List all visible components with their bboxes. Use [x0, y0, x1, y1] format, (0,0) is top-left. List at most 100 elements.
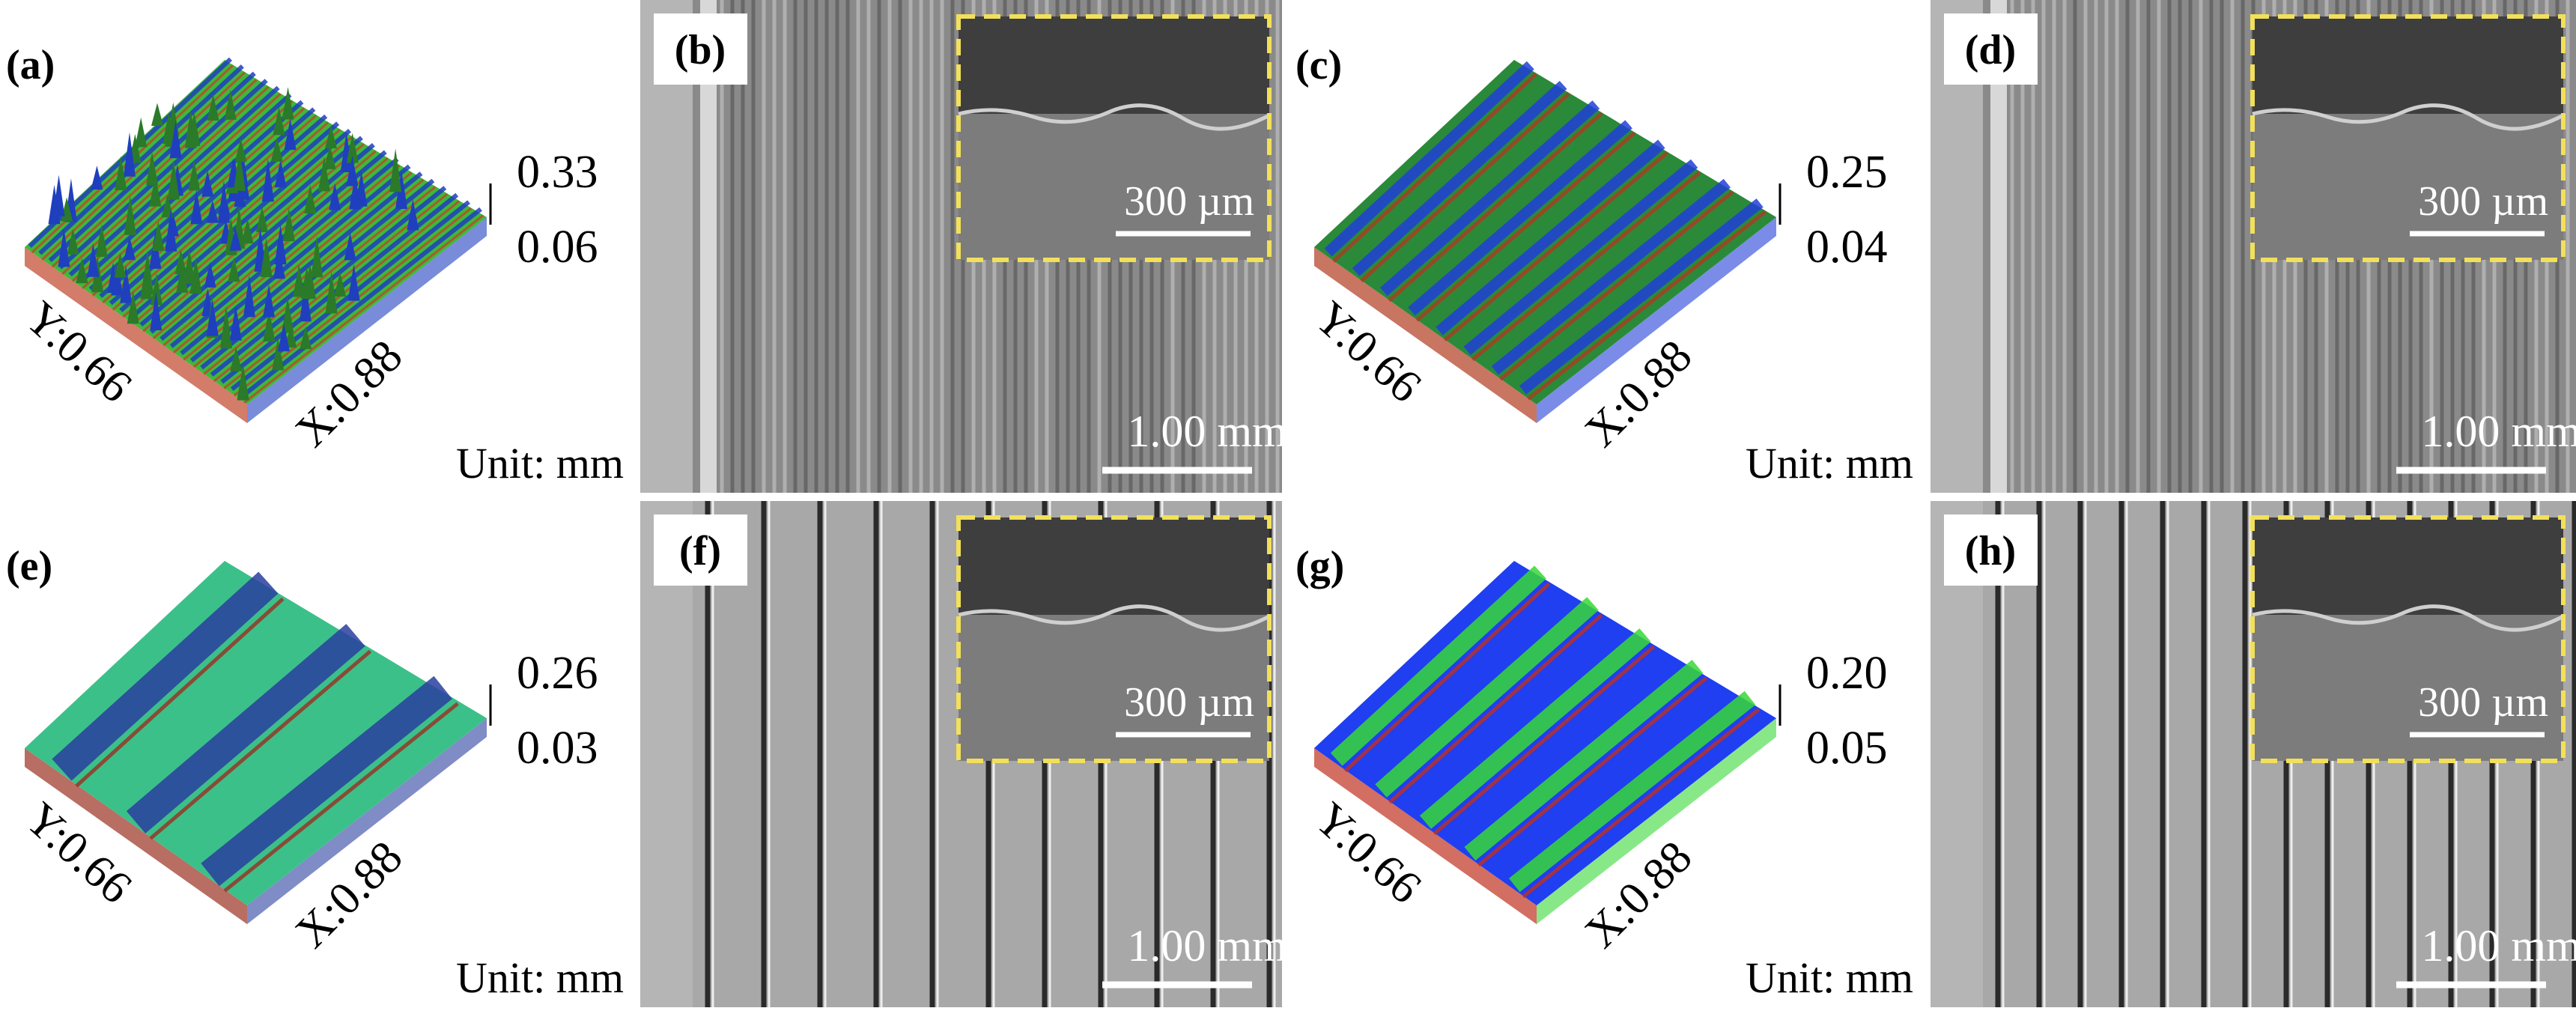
peak: [115, 156, 127, 190]
peak: [230, 347, 243, 371]
ridge: [1375, 597, 1599, 798]
peak: [150, 291, 162, 331]
peak: [184, 110, 197, 148]
peak: [165, 208, 177, 252]
inset-edge: [2252, 103, 2565, 131]
peak: [282, 297, 294, 333]
peak: [274, 160, 287, 188]
surface-side: [1314, 247, 1537, 423]
peak: [174, 249, 187, 275]
peak: [169, 120, 182, 159]
peak: [189, 257, 202, 294]
groove: [162, 157, 389, 347]
peak: [206, 200, 219, 223]
peak: [237, 363, 249, 401]
groove: [203, 186, 437, 375]
ridge: [1519, 198, 1764, 395]
peak: [282, 87, 294, 120]
groove: [82, 100, 294, 290]
peak: [151, 273, 163, 306]
ridge: [52, 571, 279, 781]
peak: [300, 326, 312, 350]
label-box: [654, 13, 747, 85]
peak: [272, 338, 285, 371]
surface-side: [1537, 718, 1776, 924]
peak: [344, 232, 356, 261]
groove: [1415, 131, 1636, 322]
peak: [300, 266, 313, 299]
peak: [318, 157, 330, 192]
unit: Unit: mm: [456, 953, 624, 1002]
groove: [183, 171, 413, 361]
surface-side: [247, 718, 487, 924]
label: (e): [6, 543, 52, 589]
peak: [140, 259, 153, 300]
groove: [1443, 151, 1668, 341]
inset-dark: [2253, 16, 2563, 114]
surface-side: [1537, 217, 1776, 423]
ridge: [210, 186, 447, 377]
ridge: [1491, 178, 1731, 375]
peak: [311, 235, 323, 278]
inset-scale-text: 300 µm: [2418, 679, 2548, 726]
peak: [135, 117, 148, 148]
ridge: [1330, 565, 1546, 766]
ridge: [201, 675, 452, 887]
ridge: [1324, 61, 1534, 257]
ridge: [1436, 139, 1665, 336]
groove: [132, 136, 353, 325]
peak: [263, 308, 276, 342]
peak: [167, 160, 180, 200]
peak: [324, 125, 337, 149]
peak: [120, 265, 133, 303]
groove: [1471, 171, 1701, 362]
peak: [229, 305, 242, 341]
groove: [1360, 92, 1570, 283]
peak: [277, 323, 290, 352]
peak: [256, 207, 269, 232]
groove: [1499, 190, 1734, 381]
label: (a): [6, 42, 55, 88]
z-min: 0.04: [1806, 222, 1888, 273]
inset-dark: [959, 517, 1269, 615]
peak: [76, 258, 88, 284]
peak: [219, 306, 232, 349]
unit: Unit: mm: [1746, 439, 1913, 488]
peak: [347, 264, 360, 301]
peak: [228, 257, 240, 282]
z-min: 0.06: [517, 222, 598, 273]
ridge: [1352, 80, 1567, 276]
ridge: [189, 171, 423, 362]
surface-side: [247, 217, 487, 423]
peak: [149, 174, 162, 207]
peak: [329, 183, 341, 210]
peak: [270, 137, 283, 162]
z-min: 0.03: [517, 723, 598, 774]
label: (g): [1295, 543, 1344, 589]
peak: [395, 169, 408, 209]
peak: [299, 282, 312, 322]
peak: [282, 207, 295, 242]
peak: [87, 243, 100, 277]
surface-side: [1314, 748, 1537, 924]
peak: [389, 148, 402, 192]
peak: [217, 180, 230, 223]
ridge: [1509, 690, 1756, 893]
peak: [334, 272, 347, 297]
peak: [183, 248, 195, 284]
groove: [1343, 582, 1551, 773]
panel: (d) 300 µm 1.00 mm: [1931, 0, 2576, 493]
label: (f): [679, 528, 721, 574]
label: (b): [675, 27, 726, 73]
inset-edge: [958, 103, 1271, 131]
peak: [48, 184, 61, 225]
peak: [152, 221, 165, 252]
inset-scale-text: 300 µm: [2418, 178, 2548, 225]
ridge: [126, 624, 365, 834]
peak: [355, 171, 368, 207]
peak: [325, 270, 338, 314]
label: (d): [1965, 27, 2016, 73]
